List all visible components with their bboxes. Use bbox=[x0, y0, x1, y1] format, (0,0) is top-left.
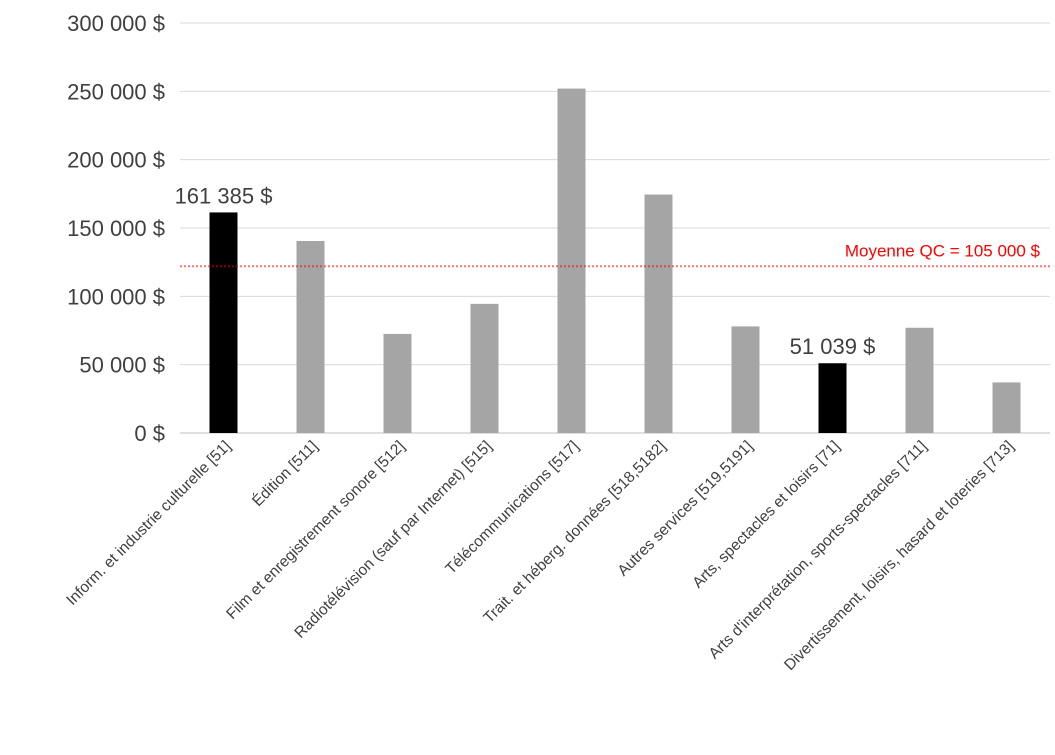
bar bbox=[296, 240, 325, 433]
bar bbox=[470, 303, 499, 433]
x-tick-label: Radiotélévision (sauf par Internet) [515… bbox=[291, 438, 495, 642]
average-label: Moyenne QC = 105 000 $ bbox=[845, 241, 1041, 260]
data-label: 51 039 $ bbox=[790, 334, 876, 359]
bar bbox=[731, 326, 760, 433]
y-tick-label: 50 000 $ bbox=[79, 353, 165, 378]
bar bbox=[818, 363, 847, 433]
gridlines bbox=[180, 22, 1050, 434]
y-tick-label: 200 000 $ bbox=[67, 148, 165, 173]
bar bbox=[992, 382, 1021, 433]
bar bbox=[905, 327, 934, 433]
bar bbox=[644, 194, 673, 433]
x-tick-label: Trait. et héberg. données [518,5182] bbox=[480, 438, 669, 627]
x-tick-label: Arts, spectacles et loisirs [71] bbox=[689, 438, 843, 592]
x-axis: Inform. et industrie culturelle [51] Édit… bbox=[63, 438, 1017, 674]
y-tick-label: 250 000 $ bbox=[67, 79, 165, 104]
bars bbox=[209, 88, 1021, 433]
data-label: 161 385 $ bbox=[175, 183, 273, 208]
bar bbox=[209, 212, 238, 433]
x-tick-label: Film et enregistrement sonore [512] bbox=[223, 438, 408, 623]
y-tick-label: 300 000 $ bbox=[67, 11, 165, 36]
x-tick-label: Inform. et industrie culturelle [51] bbox=[63, 438, 234, 609]
x-tick-label: Édition [511] bbox=[249, 438, 321, 510]
data-labels: 161 385 $ 51 039 $ bbox=[175, 183, 876, 359]
y-axis: 0 $ 50 000 $ 100 000 $ 150 000 $ 200 000 $ 25… bbox=[67, 11, 165, 446]
y-tick-label: 150 000 $ bbox=[67, 216, 165, 241]
average-reference: Moyenne QC = 105 000 $ bbox=[180, 241, 1050, 268]
bar bbox=[557, 88, 586, 433]
y-tick-label: 100 000 $ bbox=[67, 284, 165, 309]
y-tick-label: 0 $ bbox=[134, 421, 165, 446]
bar bbox=[383, 333, 412, 433]
